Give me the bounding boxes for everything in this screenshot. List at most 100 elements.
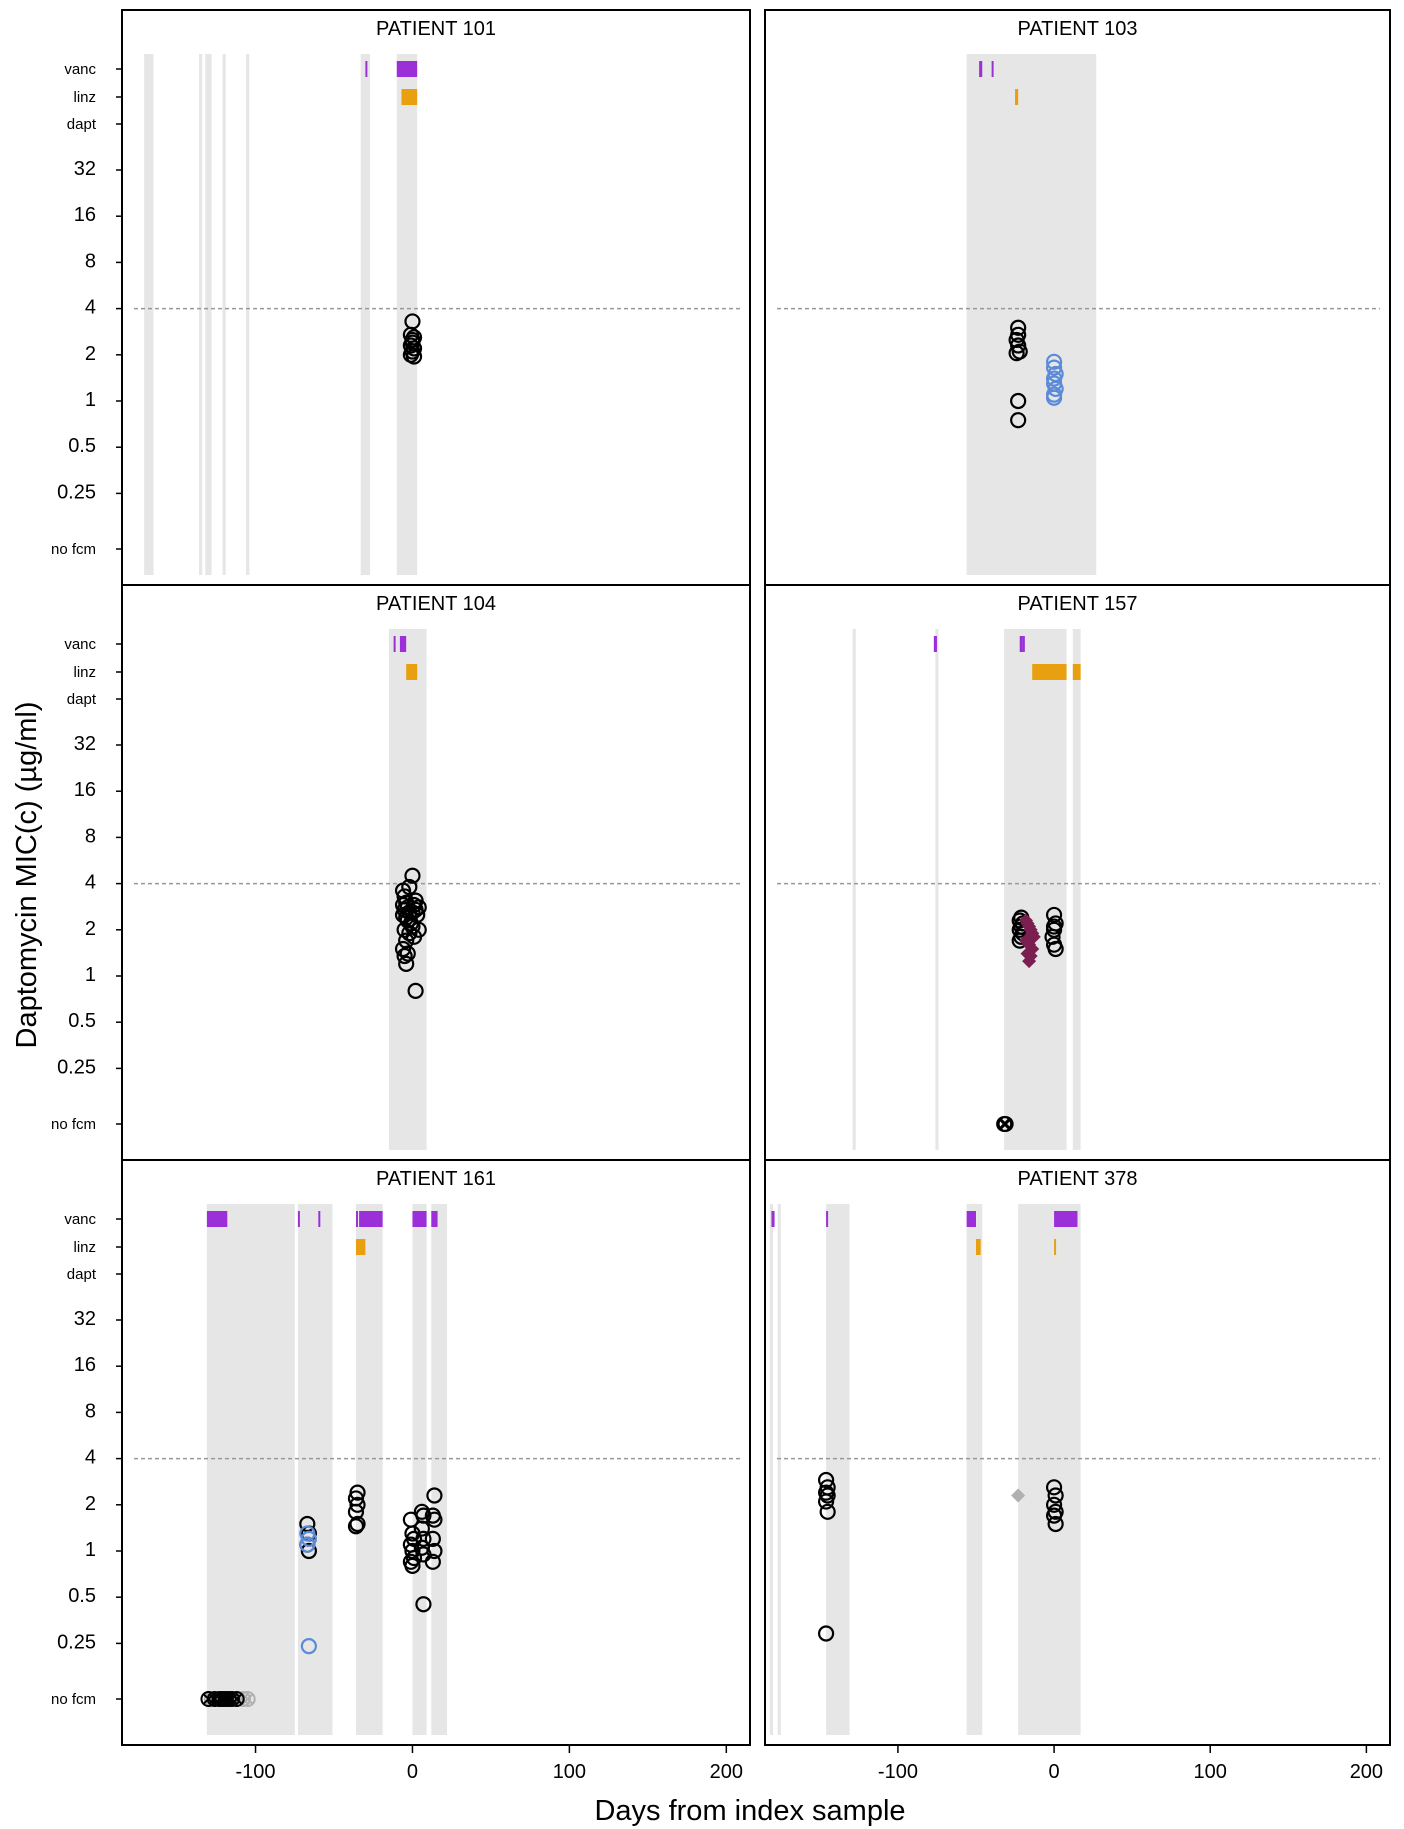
panel-title: PATIENT 101 bbox=[376, 18, 496, 40]
y-tick-label: 8 bbox=[85, 250, 96, 272]
isolate-point bbox=[1010, 412, 1027, 429]
isolate-point-blue bbox=[1045, 359, 1063, 376]
isolate-point bbox=[404, 867, 421, 884]
y-tick-label: dapt bbox=[67, 116, 97, 133]
y-tick-label: 1 bbox=[85, 1539, 96, 1561]
isolate-point bbox=[349, 1515, 366, 1533]
vanc-treatment-bar bbox=[991, 61, 994, 77]
x-tick-label: 100 bbox=[1194, 1761, 1227, 1783]
no-fcm-point bbox=[228, 1691, 245, 1707]
y-tick-label: 0.25 bbox=[57, 1056, 96, 1078]
y-tick-label: 8 bbox=[85, 1400, 96, 1422]
panel-patient-157: PATIENT 157 bbox=[764, 584, 1391, 1161]
vanc-treatment-bar bbox=[355, 1211, 358, 1227]
y-tick-label: 4 bbox=[85, 1447, 96, 1469]
isolate-point bbox=[426, 1542, 443, 1560]
y-tick-label: linz bbox=[73, 664, 96, 681]
isolate-point bbox=[817, 1471, 835, 1489]
hospital-stay-band bbox=[355, 1204, 383, 1735]
isolate-point bbox=[1045, 1479, 1063, 1496]
isolate-point bbox=[410, 921, 427, 938]
y-tick-label: 0.5 bbox=[68, 1585, 96, 1607]
y-tick-label: 2 bbox=[85, 918, 96, 940]
panel-frame bbox=[121, 1159, 751, 1746]
isolate-point bbox=[413, 1520, 430, 1537]
hospital-stay-band bbox=[966, 1204, 983, 1735]
hospital-stay-band bbox=[206, 1204, 295, 1735]
y-tick-label: 16 bbox=[74, 779, 96, 801]
isolate-point bbox=[1010, 337, 1027, 354]
isolate-point bbox=[1008, 345, 1025, 362]
isolate-point bbox=[817, 1493, 835, 1510]
y-tick-label: 0.5 bbox=[68, 1010, 96, 1032]
isolate-point bbox=[1045, 1496, 1063, 1513]
isolate-diamond-grey bbox=[1011, 1488, 1026, 1503]
isolate-point bbox=[300, 1542, 317, 1560]
hospital-stay-band bbox=[431, 1204, 447, 1735]
no-fcm-point bbox=[224, 1691, 240, 1707]
vanc-treatment-bar bbox=[393, 636, 396, 652]
isolate-point bbox=[1010, 319, 1027, 336]
y-tick-label: vanc bbox=[64, 61, 96, 78]
hospital-stay-band bbox=[205, 54, 212, 575]
x-tick-label: -100 bbox=[878, 1761, 918, 1783]
y-tick-label: 0.5 bbox=[68, 435, 96, 457]
linz-treatment-bar bbox=[355, 1239, 366, 1255]
y-axis-label: Daptomycin MIC(c) (µg/ml) bbox=[11, 701, 43, 1048]
panel-patient-101: PATIENT 101 vanc linz dapt 32 16 8 4 2 1 0.5 0.25 no… bbox=[51, 9, 751, 586]
y-tick-label: linz bbox=[73, 1239, 96, 1256]
isolate-point bbox=[1045, 1507, 1063, 1524]
isolate-point bbox=[819, 1503, 836, 1520]
isolate-point bbox=[1010, 392, 1027, 410]
x-axis-label: Days from index sample bbox=[594, 1795, 905, 1827]
panel-frame bbox=[764, 1159, 1391, 1746]
vanc-treatment-bar bbox=[365, 61, 368, 77]
vanc-treatment-bar bbox=[297, 1211, 300, 1227]
x-tick-label: 0 bbox=[407, 1761, 418, 1783]
panel-patient-378: PATIENT 378 -100 0 100 200 bbox=[764, 1159, 1391, 1783]
linz-treatment-bar bbox=[406, 664, 418, 680]
isolate-point bbox=[819, 1487, 836, 1504]
hospital-stay-band bbox=[246, 54, 250, 575]
hospital-stay-band bbox=[966, 54, 1097, 575]
no-fcm-point bbox=[997, 1116, 1014, 1132]
y-tick-label: 32 bbox=[74, 1308, 96, 1330]
isolate-point bbox=[398, 955, 415, 972]
x-tick-label: 100 bbox=[553, 1761, 586, 1783]
hospital-stay-band bbox=[1072, 629, 1081, 1150]
isolate-point bbox=[426, 1511, 443, 1528]
isolate-point bbox=[404, 1557, 421, 1574]
hospital-stay-band bbox=[826, 1204, 850, 1735]
panel-frame bbox=[121, 584, 751, 1161]
isolate-point-blue bbox=[1045, 389, 1063, 406]
linz-treatment-bar bbox=[1032, 664, 1067, 680]
vanc-treatment-bar bbox=[412, 1211, 427, 1227]
vanc-treatment-bar bbox=[206, 1211, 228, 1227]
vanc-treatment-bar bbox=[396, 61, 418, 77]
linz-treatment-bar bbox=[1015, 89, 1019, 105]
hospital-stay-band bbox=[852, 629, 856, 1150]
isolate-point bbox=[1045, 918, 1063, 935]
isolate-point bbox=[415, 1530, 432, 1547]
y-tick-label: 32 bbox=[74, 733, 96, 755]
y-tick-label: 2 bbox=[85, 1493, 96, 1515]
hospital-stay-band bbox=[769, 1204, 773, 1735]
hospital-stay-band bbox=[935, 629, 939, 1150]
hospital-stay-band bbox=[297, 1204, 333, 1735]
isolate-diamond bbox=[1022, 954, 1037, 969]
y-tick-label: no fcm bbox=[51, 1116, 96, 1133]
linz-treatment-bar bbox=[1054, 1239, 1057, 1255]
panels: PATIENT 101 vanc linz dapt 32 16 8 4 2 1 0.5 0.25 no… bbox=[51, 9, 1391, 1783]
y-tick-label: 2 bbox=[85, 343, 96, 365]
isolate-point bbox=[401, 925, 418, 942]
isolate-point bbox=[415, 1596, 432, 1613]
isolate-point bbox=[401, 878, 418, 896]
hospital-stay-band bbox=[222, 54, 226, 575]
y-tick-label: 16 bbox=[74, 1354, 96, 1376]
y-tick-label: 1 bbox=[85, 964, 96, 986]
vanc-treatment-bar bbox=[979, 61, 983, 77]
vanc-treatment-bar bbox=[359, 1211, 383, 1227]
isolate-point bbox=[424, 1553, 441, 1570]
isolate-point-blue bbox=[1045, 353, 1063, 370]
